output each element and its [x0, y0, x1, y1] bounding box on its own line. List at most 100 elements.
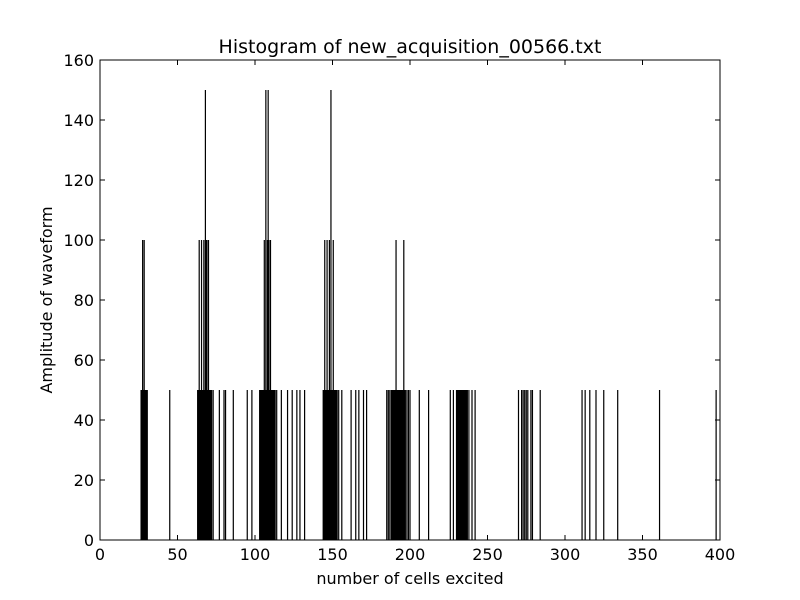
histogram-bar: [403, 390, 406, 540]
histogram-bar: [206, 240, 208, 540]
histogram-bar: [531, 390, 534, 540]
histogram-bar: [401, 390, 403, 540]
histogram-bar: [394, 390, 396, 540]
histogram-bar: [464, 390, 466, 540]
histogram-bar: [465, 390, 467, 540]
histogram-bar: [265, 90, 267, 540]
histogram-bar: [524, 390, 526, 540]
histogram-bar: [522, 390, 524, 540]
histogram-bar: [402, 390, 404, 540]
y-tick-label: 0: [84, 531, 94, 550]
histogram-bar: [584, 390, 586, 540]
histogram-bar: [270, 390, 272, 540]
histogram-bar: [232, 390, 234, 540]
histogram-bar: [211, 390, 213, 540]
histogram-bar: [449, 390, 451, 540]
histogram-bar: [517, 390, 520, 540]
histogram-bar: [331, 390, 334, 540]
histogram-bar: [460, 390, 462, 540]
histogram-bar: [142, 390, 144, 540]
x-tick-label: 50: [167, 545, 187, 564]
histogram-bar: [458, 390, 460, 540]
histogram-bar: [338, 390, 340, 540]
histogram-bar: [471, 390, 473, 540]
histogram-bar: [400, 390, 403, 540]
histogram-bar: [266, 390, 268, 540]
histogram-bar: [407, 390, 410, 540]
histogram-bar: [525, 390, 527, 540]
histogram-bar: [212, 390, 214, 540]
histogram-bar: [358, 390, 360, 540]
histogram-bar: [200, 390, 202, 540]
histogram-bar: [146, 390, 148, 540]
histogram-bar: [299, 390, 301, 540]
histogram-bar: [262, 390, 264, 540]
histogram-bar: [199, 390, 201, 540]
histogram-bar: [521, 390, 523, 540]
histogram-bar: [335, 390, 337, 540]
histogram-bar: [393, 390, 395, 540]
histogram-bar: [404, 390, 406, 540]
histogram-bar: [527, 390, 529, 540]
histogram-bar: [330, 90, 332, 540]
histogram-bar: [201, 390, 203, 540]
histogram-bar: [466, 390, 468, 540]
x-tick-label: 350: [627, 545, 658, 564]
histogram-bar: [202, 390, 204, 540]
bars-group: [140, 90, 717, 540]
histogram-bar: [333, 390, 335, 540]
histogram-bar: [143, 240, 145, 540]
y-tick-label: 80: [74, 291, 94, 310]
histogram-bar: [362, 390, 365, 540]
histogram-bar: [325, 390, 327, 540]
histogram-bar: [260, 390, 262, 540]
histogram-bar: [204, 390, 206, 540]
histogram-bar: [200, 240, 203, 540]
histogram-bar: [262, 390, 265, 540]
histogram-bar: [462, 390, 465, 540]
histogram-bar: [271, 390, 273, 540]
histogram-bar: [468, 390, 470, 540]
histogram-bar: [296, 390, 298, 540]
histogram-bar: [269, 240, 272, 540]
histogram-bar: [169, 390, 171, 540]
x-tick-label: 150: [317, 545, 348, 564]
histogram-bar: [398, 390, 400, 540]
histogram-bar: [459, 390, 461, 540]
histogram-bar: [218, 390, 220, 540]
histogram-bar: [530, 390, 532, 540]
histogram-bar: [456, 390, 458, 540]
histogram-bar: [715, 390, 717, 540]
histogram-bar: [393, 390, 396, 540]
histogram-bar: [589, 390, 591, 540]
histogram-bar: [391, 390, 393, 540]
histogram-bar: [539, 390, 541, 540]
histogram-bar: [323, 390, 325, 540]
y-tick-label: 40: [74, 411, 94, 430]
histogram-bar: [269, 390, 271, 540]
y-axis-label: Amplitude of waveform: [37, 206, 56, 393]
histogram-bar: [392, 390, 394, 540]
histogram-bar: [452, 390, 454, 540]
x-tick-label: 250: [472, 545, 503, 564]
histogram-bar: [397, 390, 399, 540]
histogram-bar: [274, 390, 276, 540]
histogram-bar: [208, 390, 210, 540]
histogram-bar: [658, 390, 661, 540]
histogram-bar: [198, 240, 200, 540]
y-tick-label: 160: [63, 51, 94, 70]
histogram-bar: [332, 240, 334, 540]
histogram-bar: [246, 390, 248, 540]
histogram-bar: [617, 390, 619, 540]
histogram-bar: [203, 240, 205, 540]
histogram-bar: [366, 390, 368, 540]
histogram-bar: [389, 390, 391, 540]
histogram-bar: [266, 240, 268, 540]
histogram-bar: [581, 390, 583, 540]
histogram-bar: [403, 240, 405, 540]
x-axis-label: number of cells excited: [316, 569, 503, 588]
histogram-bar: [465, 390, 468, 540]
histogram-bar: [205, 240, 207, 540]
histogram-bar: [409, 390, 411, 540]
histogram-bar: [322, 390, 324, 540]
